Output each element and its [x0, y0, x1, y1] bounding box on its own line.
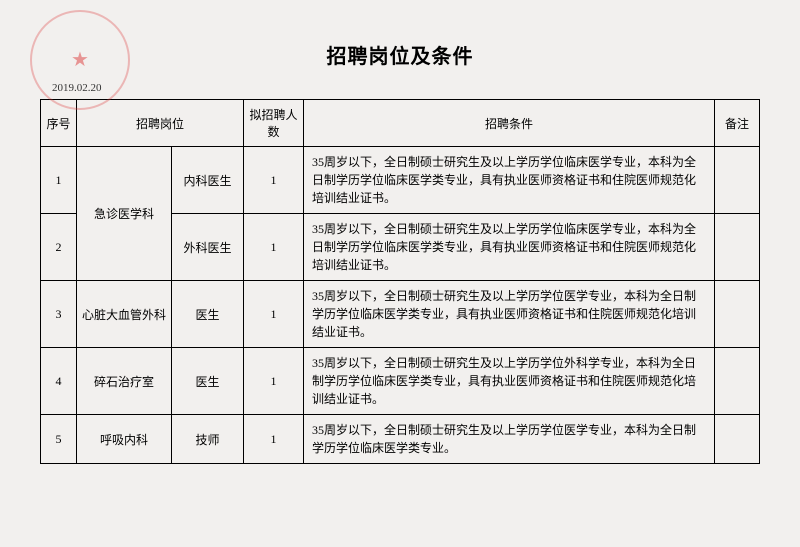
cell-dept: 急诊医学科 — [77, 147, 172, 281]
cell-role: 医生 — [172, 281, 244, 348]
cell-requirement: 35周岁以下，全日制硕士研究生及以上学历学位外科学专业，本科为全日制学历学位临床… — [304, 348, 715, 415]
cell-count: 1 — [244, 281, 304, 348]
cell-requirement: 35周岁以下，全日制硕士研究生及以上学历学位医学专业，本科为全日制学历学位临床医… — [304, 415, 715, 464]
cell-seq: 4 — [41, 348, 77, 415]
header-position: 招聘岗位 — [77, 100, 244, 147]
cell-requirement: 35周岁以下，全日制硕士研究生及以上学历学位医学专业，本科为全日制学历学位临床医… — [304, 281, 715, 348]
cell-count: 1 — [244, 147, 304, 214]
stamp-star-icon: ★ — [69, 49, 91, 71]
table-header-row: 序号 招聘岗位 拟招聘人数 招聘条件 备注 — [41, 100, 760, 147]
cell-seq: 3 — [41, 281, 77, 348]
table-row: 1 急诊医学科 内科医生 1 35周岁以下，全日制硕士研究生及以上学历学位临床医… — [41, 147, 760, 214]
cell-dept: 呼吸内科 — [77, 415, 172, 464]
cell-seq: 1 — [41, 147, 77, 214]
cell-dept: 碎石治疗室 — [77, 348, 172, 415]
header-note: 备注 — [715, 100, 760, 147]
header-count: 拟招聘人数 — [244, 100, 304, 147]
cell-requirement: 35周岁以下，全日制硕士研究生及以上学历学位临床医学专业，本科为全日制学历学位临… — [304, 214, 715, 281]
cell-note — [715, 214, 760, 281]
cell-dept: 心脏大血管外科 — [77, 281, 172, 348]
cell-requirement: 35周岁以下，全日制硕士研究生及以上学历学位临床医学专业，本科为全日制学历学位临… — [304, 147, 715, 214]
recruitment-table: 序号 招聘岗位 拟招聘人数 招聘条件 备注 1 急诊医学科 内科医生 1 35周… — [40, 99, 760, 464]
cell-count: 1 — [244, 415, 304, 464]
table-container: 序号 招聘岗位 拟招聘人数 招聘条件 备注 1 急诊医学科 内科医生 1 35周… — [0, 99, 800, 464]
cell-seq: 5 — [41, 415, 77, 464]
cell-role: 外科医生 — [172, 214, 244, 281]
table-row: 4 碎石治疗室 医生 1 35周岁以下，全日制硕士研究生及以上学历学位外科学专业… — [41, 348, 760, 415]
cell-role: 医生 — [172, 348, 244, 415]
cell-role: 技师 — [172, 415, 244, 464]
table-row: 3 心脏大血管外科 医生 1 35周岁以下，全日制硕士研究生及以上学历学位医学专… — [41, 281, 760, 348]
cell-count: 1 — [244, 214, 304, 281]
header-requirement: 招聘条件 — [304, 100, 715, 147]
official-stamp: ★ — [30, 10, 130, 110]
table-row: 5 呼吸内科 技师 1 35周岁以下，全日制硕士研究生及以上学历学位医学专业，本… — [41, 415, 760, 464]
cell-seq: 2 — [41, 214, 77, 281]
cell-role: 内科医生 — [172, 147, 244, 214]
cell-note — [715, 147, 760, 214]
stamp-date: 2019.02.20 — [52, 82, 102, 94]
cell-note — [715, 281, 760, 348]
cell-count: 1 — [244, 348, 304, 415]
cell-note — [715, 348, 760, 415]
cell-note — [715, 415, 760, 464]
